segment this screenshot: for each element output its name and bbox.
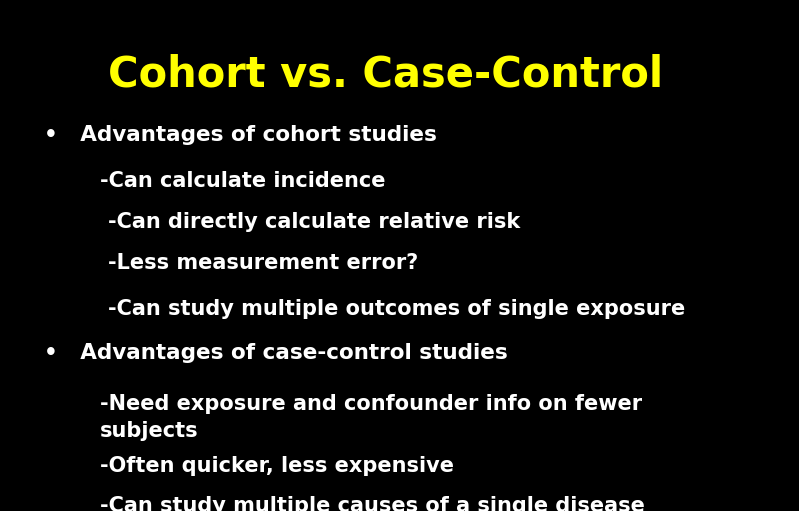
Text: -Less measurement error?: -Less measurement error? — [108, 253, 418, 273]
Text: •   Advantages of cohort studies: • Advantages of cohort studies — [44, 125, 437, 145]
Text: Cohort vs. Case-Control: Cohort vs. Case-Control — [108, 54, 663, 96]
Text: -Can calculate incidence: -Can calculate incidence — [100, 171, 385, 191]
Text: -Often quicker, less expensive: -Often quicker, less expensive — [100, 456, 454, 476]
Text: -Can study multiple outcomes of single exposure: -Can study multiple outcomes of single e… — [108, 299, 685, 319]
Text: •   Advantages of case-control studies: • Advantages of case-control studies — [44, 343, 507, 363]
Text: -Need exposure and confounder info on fewer
subjects: -Need exposure and confounder info on fe… — [100, 394, 642, 441]
Text: -Can directly calculate relative risk: -Can directly calculate relative risk — [108, 212, 520, 232]
Text: -Can study multiple causes of a single disease: -Can study multiple causes of a single d… — [100, 496, 645, 511]
